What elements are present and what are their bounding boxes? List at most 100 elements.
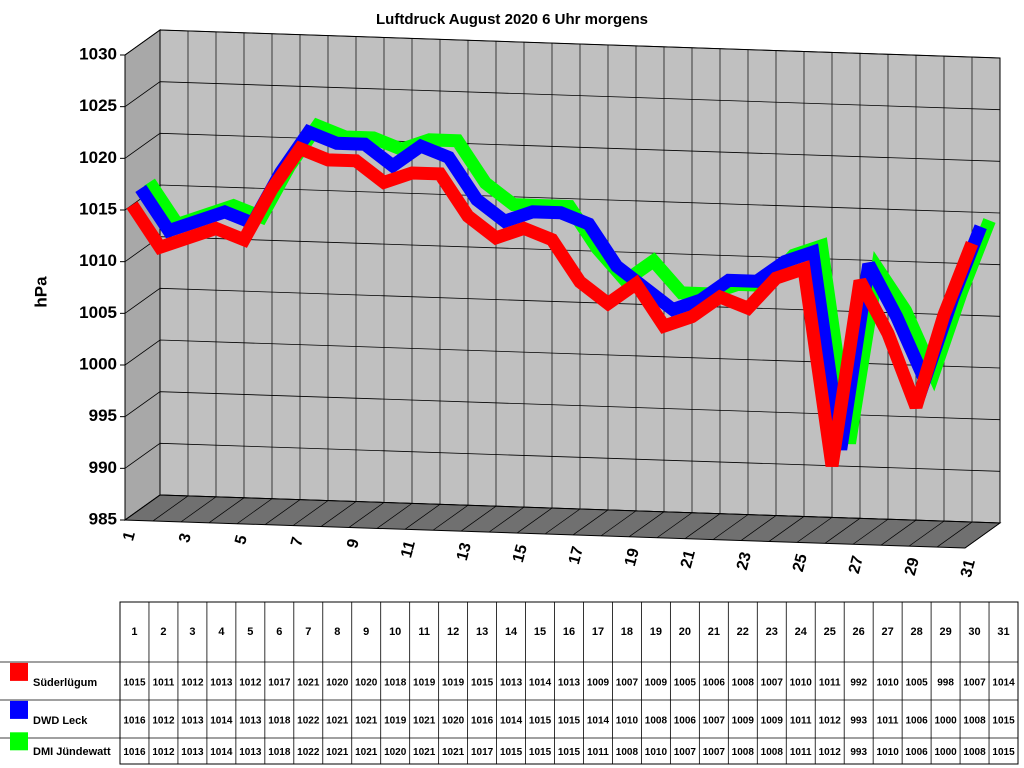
x-tick-label: 9 [344,537,363,550]
x-tick-label: 1 [120,530,139,543]
table-value: 1012 [152,747,175,758]
table-value: 1006 [905,716,928,727]
table-value: 1010 [877,747,900,758]
floor-line [264,499,301,525]
x-tick-label: 11 [398,539,419,560]
table-value: 1017 [268,678,291,689]
floor-line [572,509,609,536]
table-value: 1009 [761,716,784,727]
table-header: 31 [997,626,1009,638]
floor-line [964,522,1001,549]
table-value: 1013 [181,716,204,727]
table-value: 1007 [674,747,697,758]
x-tick-label: 27 [846,554,867,576]
table-value: 1007 [963,678,986,689]
table-value: 1021 [326,747,349,758]
floor-line [852,518,889,545]
table-value: 1017 [471,747,494,758]
grid-line [124,29,1001,59]
table-value: 1008 [732,747,755,758]
table-header: 2 [160,626,166,638]
floor-line [488,506,525,533]
floor-line [292,500,329,526]
table-value: 1010 [645,747,668,758]
y-tick-label: 1000 [79,354,117,373]
table-value: 1014 [992,678,1015,689]
grid-line [124,287,1001,317]
table-value: 1016 [471,716,494,727]
table-value: 1014 [210,716,233,727]
table-value: 1021 [326,716,349,727]
table-value: 1008 [963,716,986,727]
floor-line [544,508,581,535]
table-value: 1021 [413,747,436,758]
table-value: 1000 [934,747,957,758]
table-value: 1015 [558,747,581,758]
table-header: 25 [824,626,836,638]
y-tick-label: 1005 [79,303,117,322]
x-tick-label: 17 [566,545,587,567]
table-header: 6 [276,626,282,638]
floor-line [376,503,413,529]
table-value: 1012 [819,716,842,727]
x-tick-label: 29 [902,556,923,578]
table-header: 1 [131,626,137,638]
floor-line [712,514,749,540]
legend-swatch [10,662,28,681]
table-value: 1011 [790,716,812,727]
table-value: 1007 [761,678,784,689]
table-value: 1018 [268,716,291,727]
table-value: 1018 [384,678,407,689]
x-tick-label: 13 [454,541,475,563]
table-value: 1009 [645,678,668,689]
table-value: 1008 [963,747,986,758]
table-value: 1015 [992,716,1015,727]
legend-swatch [10,700,28,719]
table-value: 1022 [297,747,320,758]
floor-line [152,495,189,522]
floor-line [768,516,805,542]
floor-line [320,501,357,527]
y-tick-label: 990 [89,458,117,477]
table-header: 18 [621,626,633,638]
table-header: 7 [305,626,311,638]
floor-line [600,510,637,537]
x-tick-label: 23 [734,550,755,572]
table-value: 1000 [934,716,957,727]
table-value: 1021 [442,747,465,758]
table-value: 1021 [355,747,378,758]
table-value: 1010 [790,678,813,689]
table-value: 1020 [355,678,378,689]
grid-line [124,442,1001,472]
table-value: 1014 [587,716,610,727]
series-line [126,140,979,467]
floor-line [180,496,217,523]
table-value: 1007 [616,678,639,689]
floor-line [936,521,973,548]
chart-title: Luftdruck August 2020 6 Uhr morgens [376,11,648,28]
table-value: 1016 [123,716,146,727]
table-value: 1020 [384,747,407,758]
table-value: 1015 [123,678,146,689]
x-tick-label: 15 [510,543,531,565]
table-header: 15 [534,626,546,638]
table-header: 8 [334,626,340,638]
table-value: 1012 [181,678,204,689]
table-header: 4 [218,626,225,638]
table-value: 1010 [877,678,900,689]
table-value: 1019 [442,678,465,689]
floor-line [908,520,945,547]
table-value: 1015 [992,747,1015,758]
table-value: 993 [850,747,867,758]
grid-line [124,494,1001,524]
y-tick-label: 1025 [79,96,117,115]
table-header: 20 [679,626,691,638]
table-value: 1011 [819,678,841,689]
legend-swatch [10,732,28,751]
table-value: 1008 [732,678,755,689]
grid-line [124,81,1001,111]
table-value: 1011 [877,716,899,727]
table-value: 1014 [210,747,233,758]
table-value: 1005 [905,678,928,689]
grid-line [124,391,1001,421]
